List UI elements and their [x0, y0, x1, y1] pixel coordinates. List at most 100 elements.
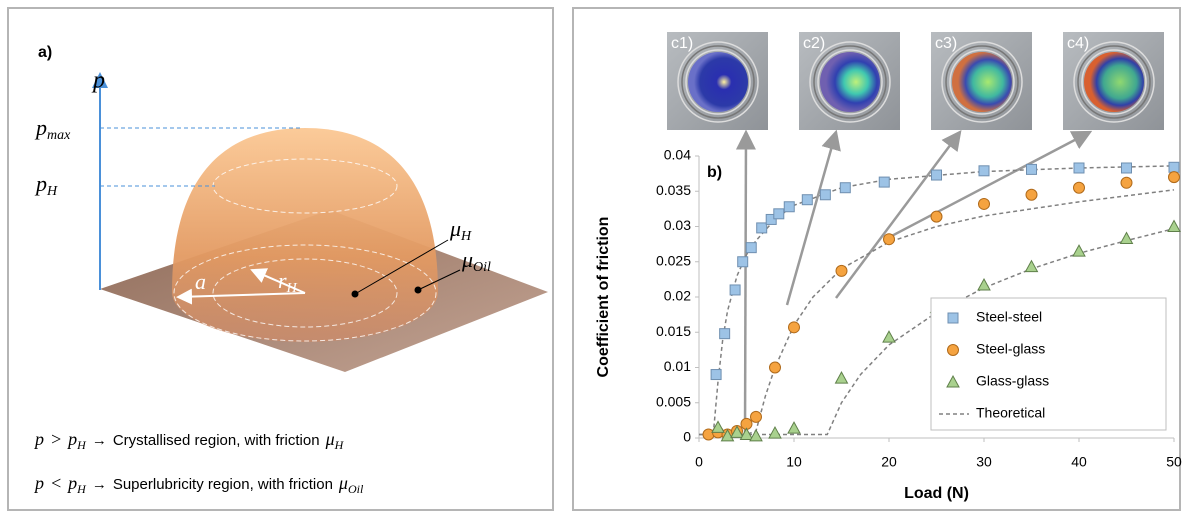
statement-text: Crystallised region, with friction — [113, 432, 320, 449]
x-tick-label: 10 — [786, 454, 802, 470]
point — [738, 257, 748, 267]
pressure-dome — [172, 128, 438, 342]
point — [1168, 221, 1180, 232]
point — [1169, 162, 1179, 172]
statement-part: < — [50, 473, 62, 493]
point — [789, 322, 800, 333]
point — [751, 411, 762, 422]
point — [757, 223, 767, 233]
legend-marker — [948, 345, 959, 356]
point — [978, 279, 990, 290]
point — [1121, 232, 1133, 243]
y-tick-label: 0.025 — [656, 252, 691, 268]
legend-label: Steel-steel — [976, 309, 1042, 325]
point — [1122, 163, 1132, 173]
point — [1027, 164, 1037, 174]
legend-label: Glass-glass — [976, 373, 1049, 389]
inset-label: c2) — [803, 35, 825, 52]
legend-box — [931, 298, 1166, 430]
y-tick-label: 0.03 — [664, 217, 691, 233]
point — [979, 166, 989, 176]
pmax-label: pmax — [34, 115, 71, 143]
insets: c1) c2) c3) c4) — [667, 32, 1164, 130]
inset-label: c1) — [671, 35, 693, 52]
point — [720, 329, 730, 339]
x-tick-label: 20 — [881, 454, 897, 470]
x-tick-label: 50 — [1166, 454, 1182, 470]
point — [1026, 261, 1038, 272]
subscript: max — [47, 128, 71, 143]
subscript: Oil — [473, 260, 491, 275]
legend-label: Steel-glass — [976, 341, 1045, 357]
symbol: p — [34, 171, 47, 196]
subscript: H — [286, 281, 298, 296]
y-tick-label: 0.035 — [656, 182, 691, 198]
point — [820, 190, 830, 200]
y-axis-title: Coefficient of friction — [595, 217, 612, 378]
statement: p<pH→Superlubricity region, with frictio… — [33, 473, 364, 496]
a-label: a — [195, 269, 206, 294]
point — [836, 265, 847, 276]
figure: a) p pmax pH μH μOil rH a p>pH→Crystalli… — [0, 0, 1186, 517]
point — [979, 198, 990, 209]
panel-label: b) — [707, 164, 722, 181]
contact-disk — [952, 52, 1012, 112]
y-tick-label: 0.04 — [664, 147, 691, 163]
point — [1074, 163, 1084, 173]
point — [1073, 245, 1085, 256]
symbol: p — [34, 115, 47, 140]
statement-part: p — [33, 473, 44, 493]
inset-pointer — [884, 132, 1090, 240]
point — [1074, 182, 1085, 193]
point — [836, 372, 848, 383]
x-tick-label: 40 — [1071, 454, 1087, 470]
point — [746, 243, 756, 253]
statement-part: H — [76, 482, 87, 496]
y-tick-label: 0.01 — [664, 358, 691, 374]
point — [1169, 172, 1180, 183]
y-tick-label: 0.02 — [664, 288, 691, 304]
point — [770, 362, 781, 373]
symbol: μ — [449, 216, 461, 241]
point — [932, 170, 942, 180]
statement-part: → — [92, 476, 107, 493]
muh-label: μH — [449, 216, 472, 244]
statement-part: p — [33, 429, 44, 449]
x-tick-label: 0 — [695, 454, 703, 470]
statement-part: μ — [338, 473, 348, 493]
y-tick-label: 0.005 — [656, 393, 691, 409]
contact-disk — [688, 52, 748, 112]
statement-part: > — [50, 429, 62, 449]
inset-label: c3) — [935, 35, 957, 52]
statement-part: p — [66, 473, 77, 493]
inset-pointer — [745, 132, 746, 435]
y-tick-label: 0.015 — [656, 323, 691, 339]
point — [879, 177, 889, 187]
x-tick-label: 30 — [976, 454, 992, 470]
statement-text: Superlubricity region, with friction — [113, 476, 333, 493]
inset-label: c4) — [1067, 35, 1089, 52]
panel-label: a) — [38, 44, 52, 61]
point — [883, 331, 895, 342]
subscript: H — [460, 229, 472, 244]
contact-disk — [820, 52, 880, 112]
plot: 0 0.005 0.01 0.015 0.02 0.025 0.03 0.035 0.04 0 10… — [595, 132, 1182, 502]
statement-part: Oil — [348, 482, 364, 496]
point — [711, 370, 721, 380]
point — [931, 211, 942, 222]
y-tick-label: 0 — [683, 429, 691, 445]
statement-part: → — [92, 432, 107, 449]
symbol: μ — [461, 247, 473, 272]
point — [840, 183, 850, 193]
axis-label: p — [91, 68, 105, 94]
statement-part: μ — [325, 429, 335, 449]
legend-label: Theoretical — [976, 405, 1045, 421]
point — [750, 430, 762, 441]
statement-part: H — [334, 438, 345, 452]
point — [730, 285, 740, 295]
statement-part: p — [66, 429, 77, 449]
point — [1026, 189, 1037, 200]
point — [774, 209, 784, 219]
